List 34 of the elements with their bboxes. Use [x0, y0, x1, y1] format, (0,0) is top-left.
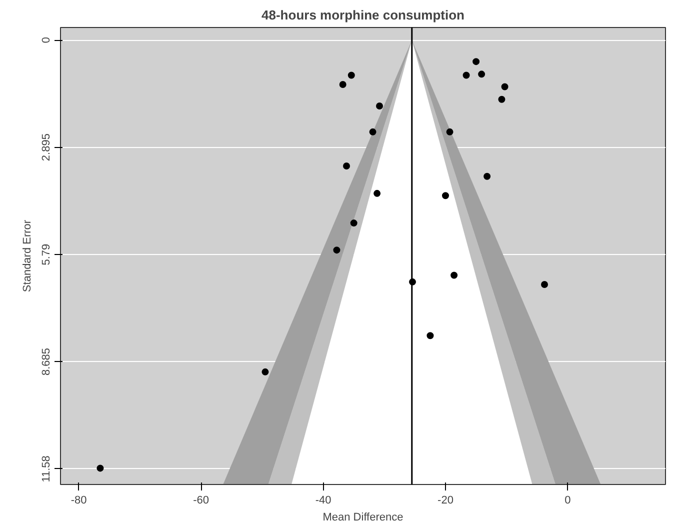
- point: [446, 128, 454, 136]
- point: [348, 72, 355, 79]
- x-tick-label: -60: [193, 494, 210, 506]
- x-tick-label: -20: [438, 494, 454, 506]
- y-tick-label: 11.58: [40, 456, 52, 482]
- point: [472, 58, 480, 66]
- point: [376, 102, 383, 110]
- point: [478, 70, 486, 78]
- point: [501, 83, 508, 90]
- point: [369, 128, 376, 136]
- x-tick-label: -80: [70, 494, 87, 506]
- y-tick-label: 5.79: [40, 244, 52, 266]
- x-tick-label: 0: [564, 494, 571, 506]
- x-axis-title: Mean Difference: [322, 512, 404, 524]
- y-axis-title: Standard Error: [22, 220, 34, 292]
- point: [333, 246, 340, 254]
- point: [498, 96, 506, 103]
- point: [96, 464, 104, 472]
- point: [374, 190, 381, 197]
- point: [426, 332, 434, 340]
- point: [262, 368, 269, 376]
- point: [339, 81, 346, 88]
- point: [484, 172, 491, 180]
- x-tick-label: -40: [315, 494, 332, 506]
- chart-title: 48-hours morphine consumption: [262, 8, 465, 22]
- point: [450, 272, 458, 279]
- y-tick-label: 8.685: [40, 348, 52, 376]
- y-tick-label: 0: [40, 37, 52, 44]
- point: [462, 72, 470, 79]
- point: [442, 192, 449, 200]
- point: [350, 220, 358, 227]
- point: [343, 162, 350, 170]
- y-tick-label: 2.895: [40, 134, 52, 162]
- point: [541, 281, 548, 288]
